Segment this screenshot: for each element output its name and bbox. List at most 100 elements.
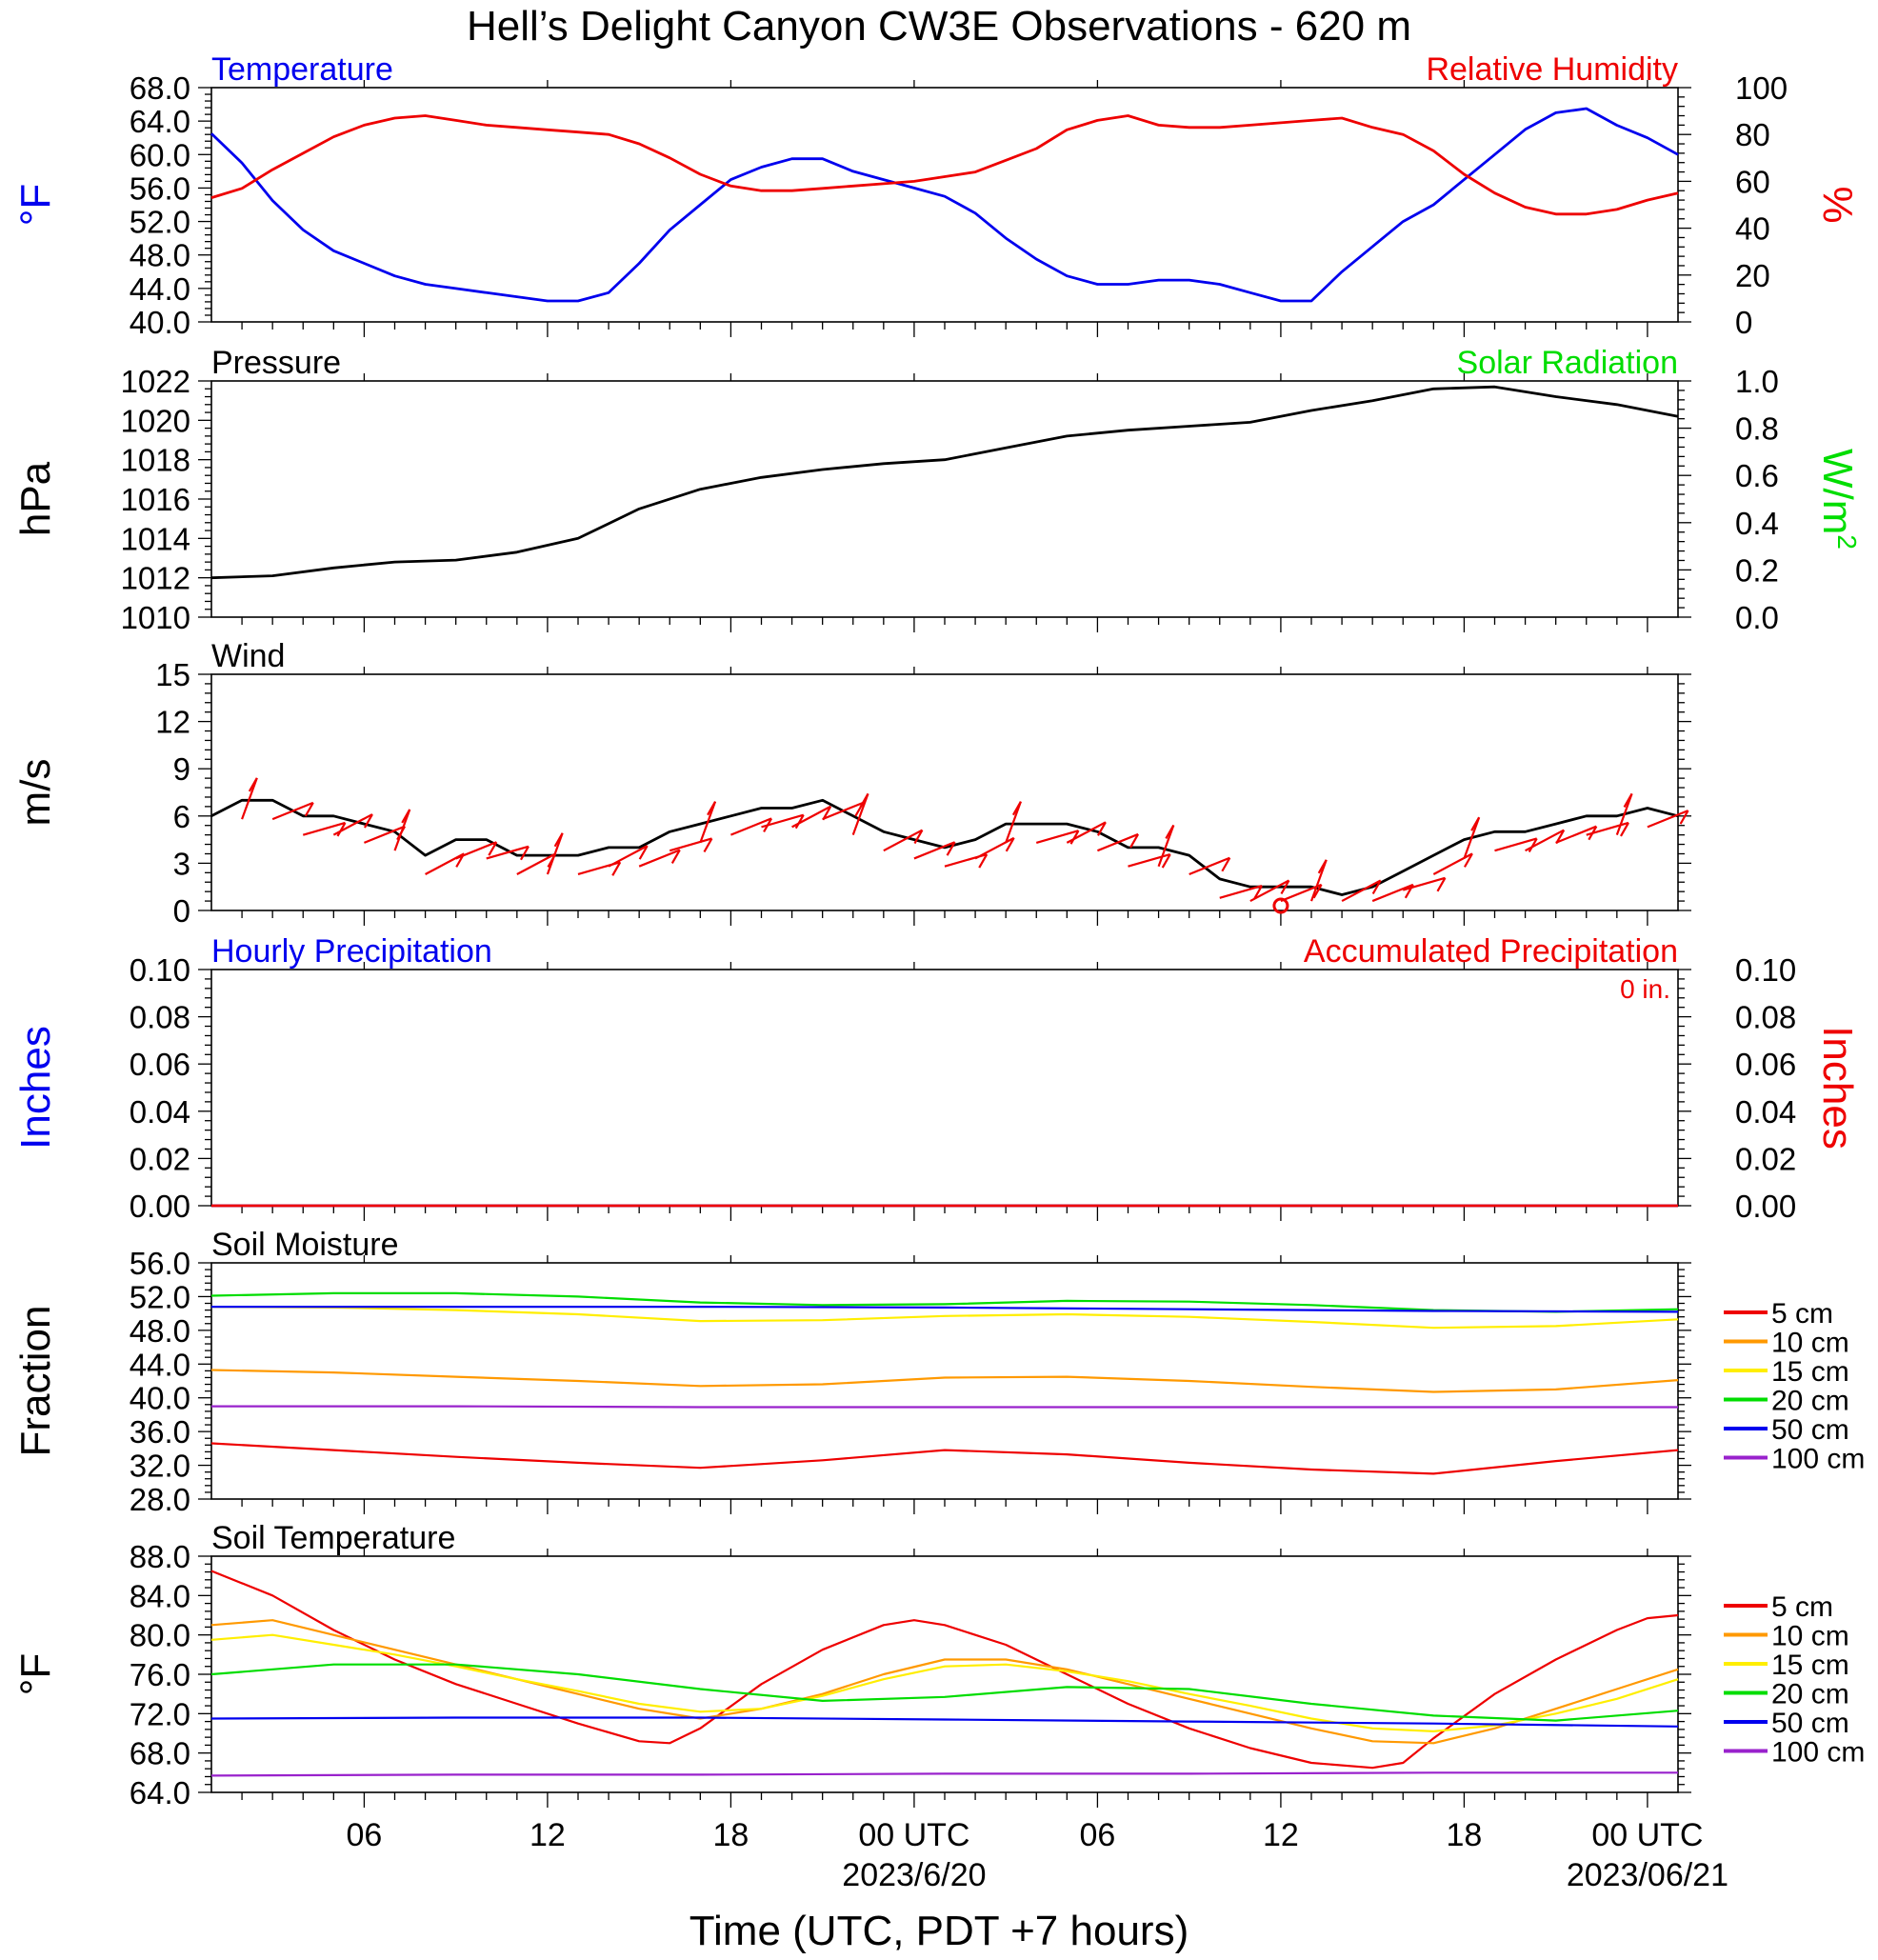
wind-barb-flag bbox=[553, 832, 564, 848]
wind-barb-flag bbox=[1371, 879, 1382, 895]
wind-barb-flag bbox=[1129, 833, 1140, 849]
wind-barb bbox=[486, 845, 529, 861]
legend-label: 100 cm bbox=[1771, 1444, 1865, 1475]
panel-precip: 0.00 0.02 0.04 0.06 0.08 0.10 0.00 0.02 0.04 0.06… bbox=[12, 933, 1861, 1224]
legend-label: 5 cm bbox=[1771, 1591, 1833, 1623]
panel-title-left: Pressure bbox=[211, 345, 341, 381]
wind-barb-shaft bbox=[1402, 876, 1446, 891]
wind-barb-flag bbox=[336, 822, 347, 837]
y-tick-label-right: 0.0 bbox=[1735, 600, 1779, 635]
wind-barb bbox=[1157, 824, 1175, 868]
panel-wind: 0 3 6 9 12 15 Wind m/s bbox=[12, 638, 1691, 929]
wind-barb bbox=[1615, 792, 1633, 836]
y-tick-label-left: 1016 bbox=[121, 482, 190, 517]
wind-barb bbox=[241, 777, 258, 820]
wind-barb-shaft bbox=[638, 849, 681, 868]
wind-barb-shaft bbox=[332, 813, 373, 836]
wind-barb bbox=[302, 821, 347, 837]
wind-barb bbox=[1309, 859, 1328, 902]
series-line-soil_temperature-3 bbox=[210, 1663, 1679, 1722]
wind-barb-flag bbox=[859, 792, 869, 808]
y-tick-label-left: 64.0 bbox=[130, 104, 190, 139]
wind-barb-flag bbox=[703, 837, 713, 853]
wind-barb-shaft bbox=[1371, 883, 1414, 903]
wind-barb bbox=[1341, 879, 1382, 903]
y-tick-label-left: 72.0 bbox=[130, 1696, 190, 1731]
wind-barb-flag bbox=[611, 861, 622, 876]
y-tick-label-left: 28.0 bbox=[130, 1482, 190, 1517]
panel-title-left: Temperature bbox=[211, 51, 393, 88]
wind-barb-flag bbox=[1253, 885, 1263, 900]
y-tick-label-left: 1020 bbox=[121, 403, 190, 438]
wind-barb bbox=[332, 813, 373, 836]
series-line-soil_moisture-2 bbox=[210, 1305, 1679, 1330]
panel-frame bbox=[210, 673, 1679, 911]
wind-barb-flag bbox=[248, 777, 258, 792]
y-tick-label-left: 56.0 bbox=[130, 170, 190, 206]
wind-barb-flag bbox=[1096, 821, 1107, 836]
wind-barb-flag bbox=[1011, 801, 1022, 816]
wind-barb bbox=[669, 837, 713, 853]
wind-barb bbox=[638, 849, 681, 868]
wind-barb-flag bbox=[1528, 837, 1538, 853]
y-tick-label-left: 0 bbox=[173, 893, 190, 929]
x-tick-label: 00 UTC bbox=[1591, 1817, 1703, 1853]
wind-barb-flag bbox=[488, 841, 498, 856]
y-tick-label-left: 52.0 bbox=[130, 1279, 190, 1314]
wind-barb-flag bbox=[946, 841, 956, 856]
x-tick-label: 00 UTC bbox=[858, 1817, 969, 1853]
wind-barb bbox=[1097, 832, 1140, 852]
panel-title-right: Accumulated Precipitation bbox=[1304, 933, 1678, 970]
y-tick-label-left: 9 bbox=[173, 751, 190, 787]
wind-barb-flag bbox=[1623, 792, 1633, 808]
x-date-label: 2023/6/20 bbox=[842, 1857, 986, 1893]
chart-title: Hell’s Delight Canyon CW3E Observations … bbox=[467, 3, 1411, 50]
wind-barb-shaft bbox=[271, 801, 314, 821]
wind-barb-shaft bbox=[791, 805, 831, 829]
wind-barb-flag bbox=[1069, 830, 1080, 845]
wind-barb-shaft bbox=[1432, 852, 1473, 875]
legend-label: 50 cm bbox=[1771, 1708, 1849, 1739]
y-tick-label-right: 0.8 bbox=[1735, 411, 1779, 447]
panel-frame bbox=[210, 380, 1679, 618]
panel-temp_rh: 40.044.048.052.056.060.064.068.0 0 20 40 60 8… bbox=[12, 51, 1861, 340]
series-line-soil_moisture-4 bbox=[211, 1305, 1679, 1313]
wind-barb-flag bbox=[1280, 879, 1290, 895]
y-tick-label-right: 1.0 bbox=[1735, 364, 1779, 399]
accumulated-value: 0 in. bbox=[1620, 974, 1670, 1004]
y-tick-label-left: 60.0 bbox=[130, 137, 190, 172]
series-line-soil_moisture-1 bbox=[210, 1369, 1679, 1393]
y-tick-label-left: 1014 bbox=[121, 521, 190, 556]
y-tick-label-left: 80.0 bbox=[130, 1618, 190, 1653]
y-axis-label-left: °F bbox=[12, 184, 59, 226]
wind-barb-shaft bbox=[393, 809, 411, 851]
panel-soil_temperature: 64.0 68.0 72.0 76.0 80.0 84.0 88.0 Soil Tempera… bbox=[12, 1520, 1865, 1810]
y-tick-label-left: 32.0 bbox=[130, 1449, 190, 1484]
panel-title-right: Solar Radiation bbox=[1457, 345, 1678, 381]
y-tick-label-left: 44.0 bbox=[130, 271, 190, 307]
wind-barb-shaft bbox=[1615, 793, 1633, 836]
y-tick-label-left: 68.0 bbox=[130, 1736, 190, 1771]
wind-barb-flag bbox=[1620, 822, 1629, 837]
y-axis-label-left: Inches bbox=[12, 1026, 59, 1150]
panel-soil_moisture: 28.032.036.040.044.048.052.056.0 Soil Moi… bbox=[12, 1227, 1865, 1517]
y-tick-label-right: 0.06 bbox=[1735, 1047, 1796, 1082]
wind-barb-shaft bbox=[546, 832, 564, 875]
wind-barb-shaft bbox=[1157, 825, 1175, 868]
wind-barb-flag bbox=[304, 802, 314, 817]
wind-barb-flag bbox=[794, 814, 805, 830]
y-tick-label-left: 68.0 bbox=[130, 70, 190, 106]
wind-barb-flag bbox=[638, 845, 649, 860]
y-axis-label-left: °F bbox=[12, 1653, 59, 1695]
wind-barb-shaft bbox=[1189, 856, 1230, 875]
panel-frame bbox=[210, 1262, 1679, 1500]
x-tick-label: 06 bbox=[347, 1817, 383, 1853]
wind-barb-flag bbox=[1470, 816, 1481, 831]
wind-barb bbox=[851, 792, 869, 836]
wind-barb-flag bbox=[1165, 824, 1175, 840]
wind-barb bbox=[1128, 852, 1171, 869]
y-tick-label-right: 0.4 bbox=[1735, 506, 1779, 541]
y-tick-label-right: 0.04 bbox=[1735, 1094, 1796, 1130]
wind-barb-flag bbox=[978, 853, 989, 869]
y-tick-label-left: 56.0 bbox=[130, 1246, 190, 1281]
